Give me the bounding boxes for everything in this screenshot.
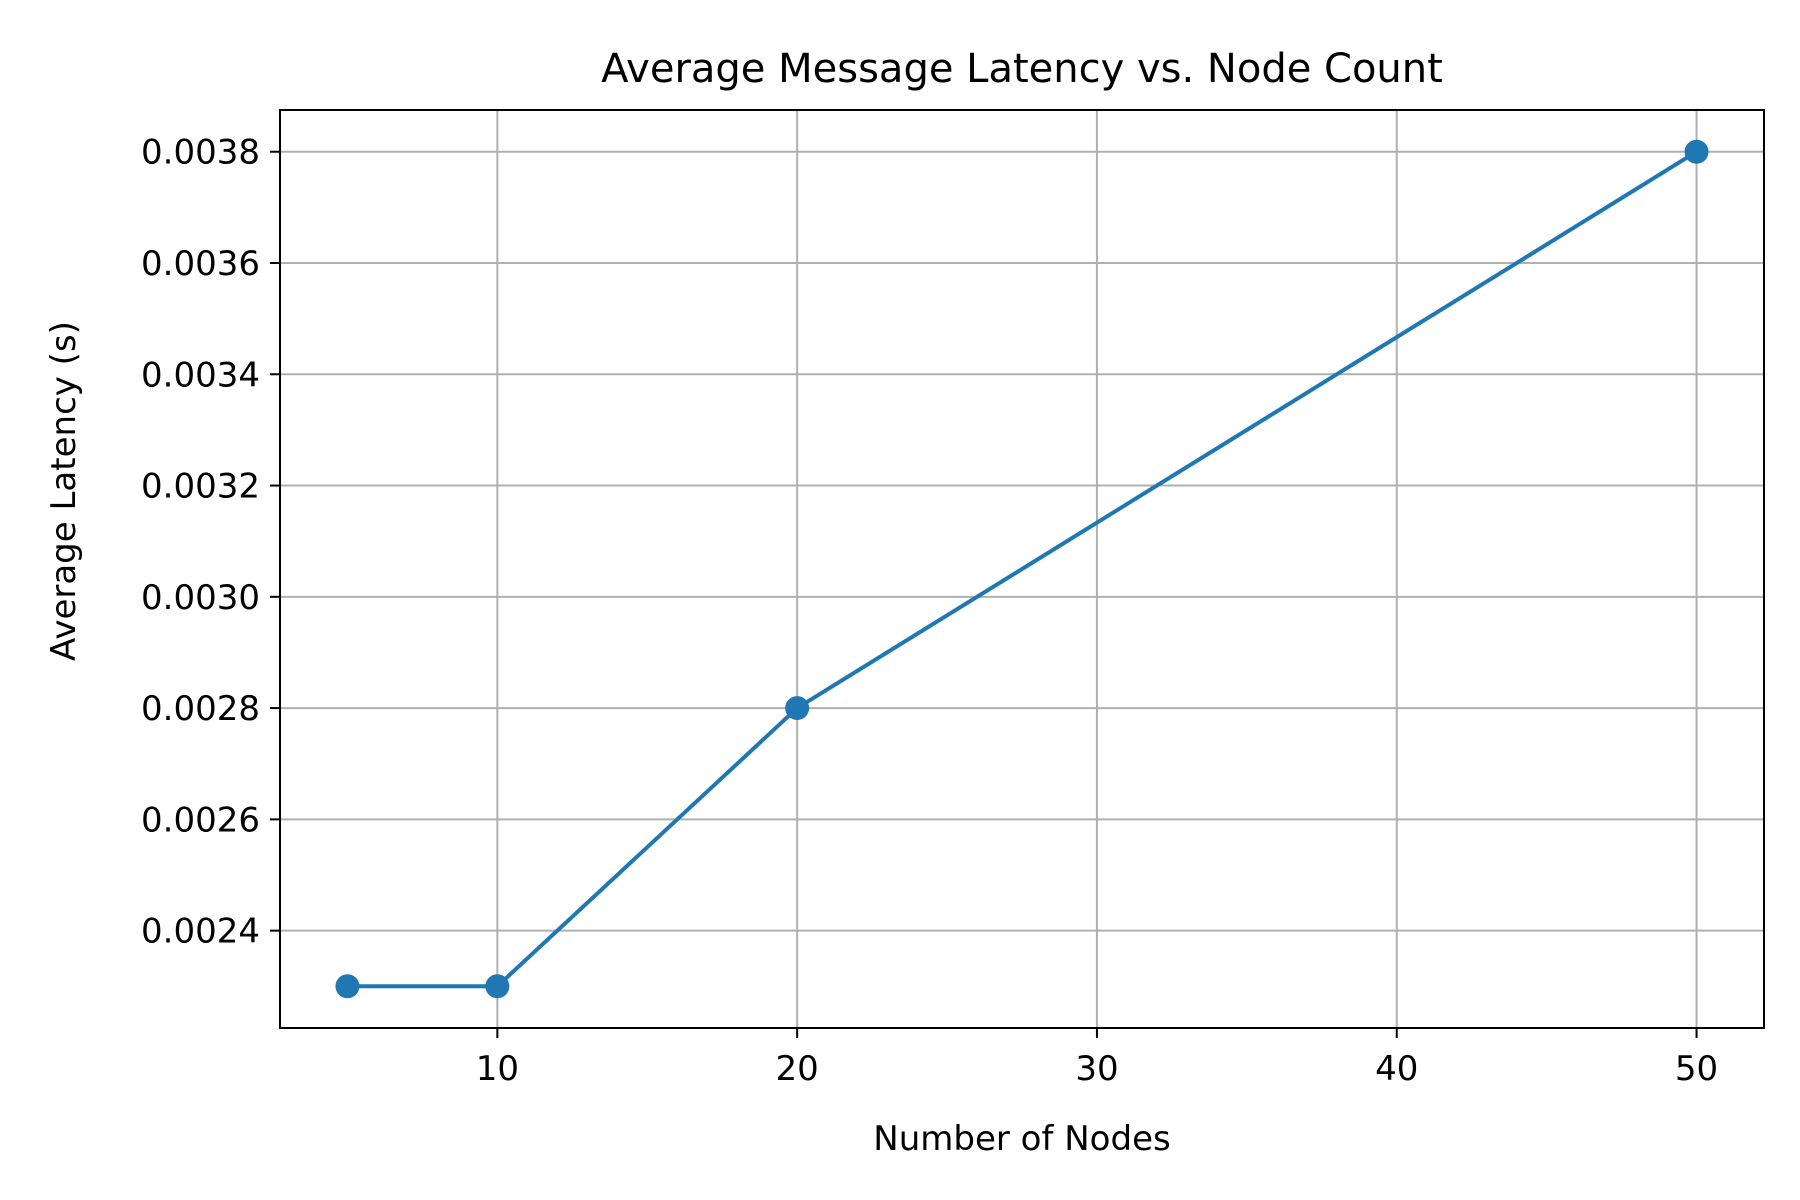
x-axis-label: Number of Nodes (873, 1119, 1170, 1159)
x-tick-label: 50 (1675, 1049, 1718, 1089)
x-tick-label: 10 (476, 1049, 519, 1089)
series-layer (335, 139, 1709, 999)
y-tick-label: 0.0024 (141, 912, 260, 952)
data-point (785, 696, 810, 721)
y-tick-label: 0.0036 (141, 244, 260, 284)
y-tick-label: 0.0028 (141, 689, 260, 729)
series-line (347, 150, 1698, 989)
y-tick-label: 0.0038 (141, 133, 260, 173)
y-axis-label: Average Latency (s) (44, 321, 84, 661)
x-tick-label: 20 (776, 1049, 819, 1089)
y-tick-label: 0.0030 (141, 578, 260, 618)
ticks: 10 20 30 40 50 0.0024 0.0026 0.0028 0.0030 0.0032… (141, 133, 1718, 1089)
grid (280, 110, 1764, 1028)
plot-frame (279, 109, 1765, 1029)
chart-title: Average Message Latency vs. Node Count (601, 46, 1443, 92)
y-tick-label: 0.0032 (141, 467, 260, 507)
y-tick-label: 0.0026 (141, 800, 260, 840)
y-tick-label: 0.0034 (141, 355, 260, 395)
data-point (1684, 139, 1709, 164)
data-point (335, 974, 360, 999)
x-tick-label: 40 (1375, 1049, 1418, 1089)
data-point (485, 974, 510, 999)
x-tick-label: 30 (1075, 1049, 1118, 1089)
